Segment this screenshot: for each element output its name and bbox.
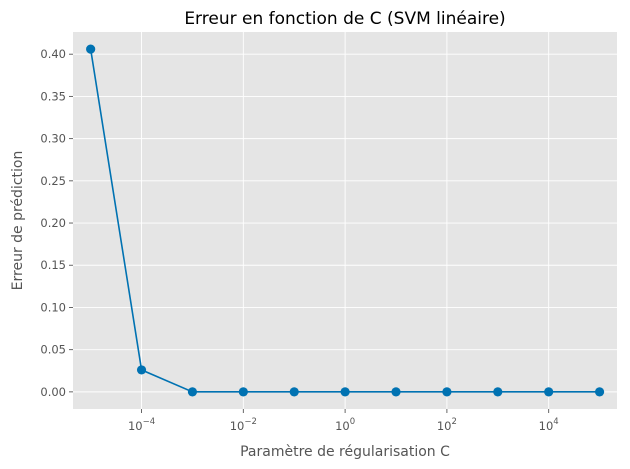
x-tick-label: 10−4	[128, 417, 155, 433]
x-tick-label: 100	[335, 417, 355, 433]
y-tick-label: 0.00	[40, 385, 66, 399]
x-tick-label: 102	[437, 417, 457, 433]
y-tick-label: 0.10	[40, 300, 66, 314]
data-point	[493, 387, 503, 397]
x-tick-label: 104	[539, 417, 559, 433]
x-tick-label: 10−2	[230, 417, 257, 433]
y-tick-label: 0.15	[40, 258, 66, 272]
data-point	[442, 387, 452, 397]
y-tick-label: 0.25	[40, 174, 66, 188]
y-tick-label: 0.20	[40, 216, 66, 230]
data-point	[594, 387, 605, 397]
y-tick-label: 0.05	[40, 343, 66, 357]
data-point	[340, 387, 350, 397]
data-point	[136, 365, 147, 375]
x-axis-label: Paramètre de régularisation C	[240, 444, 450, 460]
y-tick-label: 0.30	[40, 132, 66, 146]
data-point	[391, 387, 401, 397]
data-point	[86, 44, 96, 54]
data-point	[544, 387, 554, 397]
data-point	[289, 387, 299, 397]
x-axis-ticks: 10−4 10−2 100 102 104	[128, 409, 559, 433]
y-axis-ticks: 0.00 0.05 0.10 0.15 0.20 0.25 0.30 0.35 0.40	[40, 47, 73, 399]
y-tick-label: 0.35	[40, 89, 66, 103]
grid	[73, 32, 617, 409]
y-axis-label: Erreur de prédiction	[10, 151, 26, 291]
chart-title: Erreur en fonction de C (SVM linéaire)	[184, 9, 505, 29]
data-point	[187, 387, 198, 397]
series-points	[86, 44, 605, 397]
y-tick-label: 0.40	[40, 47, 66, 61]
data-point	[238, 387, 248, 397]
